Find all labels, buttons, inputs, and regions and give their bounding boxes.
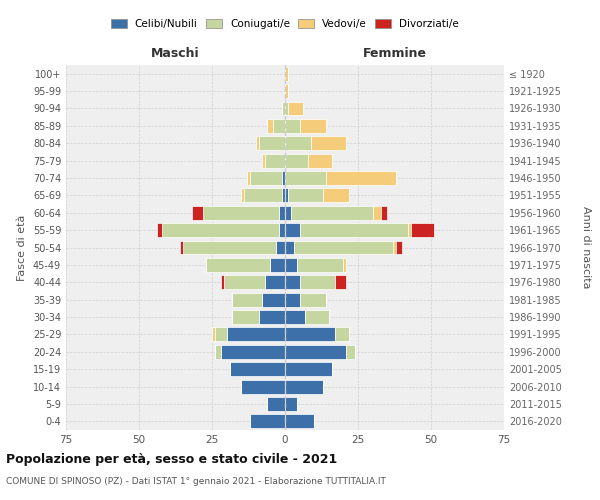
Bar [285, 154, 308, 168]
Y-axis label: Anni di nascita: Anni di nascita [581, 206, 591, 289]
Bar [326, 171, 396, 185]
Bar [285, 276, 299, 289]
Bar [285, 102, 288, 116]
Bar [393, 240, 396, 254]
Bar [232, 292, 262, 306]
Bar [274, 119, 285, 133]
Bar [180, 240, 183, 254]
Bar [227, 328, 285, 342]
Bar [285, 119, 299, 133]
Bar [373, 206, 382, 220]
Bar [250, 171, 282, 185]
Bar [285, 66, 288, 80]
Bar [285, 397, 296, 411]
Bar [288, 102, 302, 116]
Bar [282, 188, 285, 202]
Bar [271, 258, 285, 272]
Bar [256, 136, 259, 150]
Bar [285, 188, 288, 202]
Bar [285, 136, 311, 150]
Text: Femmine: Femmine [362, 47, 427, 60]
Bar [262, 292, 285, 306]
Bar [285, 206, 291, 220]
Bar [232, 310, 259, 324]
Bar [247, 171, 250, 185]
Bar [276, 240, 285, 254]
Bar [382, 206, 387, 220]
Bar [259, 310, 285, 324]
Bar [285, 292, 299, 306]
Text: Popolazione per età, sesso e stato civile - 2021: Popolazione per età, sesso e stato civil… [6, 452, 337, 466]
Bar [285, 328, 335, 342]
Legend: Celibi/Nubili, Coniugati/e, Vedovi/e, Divorziati/e: Celibi/Nubili, Coniugati/e, Vedovi/e, Di… [108, 16, 462, 32]
Bar [212, 328, 215, 342]
Text: COMUNE DI SPINOSO (PZ) - Dati ISTAT 1° gennaio 2021 - Elaborazione TUTTITALIA.IT: COMUNE DI SPINOSO (PZ) - Dati ISTAT 1° g… [6, 478, 386, 486]
Bar [285, 362, 332, 376]
Bar [241, 380, 285, 394]
Bar [285, 171, 326, 185]
Bar [215, 328, 227, 342]
Bar [250, 414, 285, 428]
Bar [259, 136, 285, 150]
Y-axis label: Fasce di età: Fasce di età [17, 214, 27, 280]
Bar [265, 154, 285, 168]
Bar [407, 223, 410, 237]
Bar [241, 188, 244, 202]
Bar [224, 276, 265, 289]
Bar [268, 119, 274, 133]
Bar [343, 258, 346, 272]
Bar [285, 345, 346, 358]
Bar [396, 240, 402, 254]
Bar [282, 171, 285, 185]
Bar [203, 206, 279, 220]
Bar [282, 102, 285, 116]
Bar [163, 223, 279, 237]
Bar [268, 397, 285, 411]
Bar [285, 258, 296, 272]
Bar [262, 154, 265, 168]
Bar [299, 292, 326, 306]
Bar [285, 380, 323, 394]
Bar [323, 188, 349, 202]
Bar [221, 276, 224, 289]
Bar [410, 223, 434, 237]
Bar [285, 223, 299, 237]
Bar [285, 240, 294, 254]
Bar [183, 240, 276, 254]
Bar [265, 276, 285, 289]
Bar [296, 258, 343, 272]
Text: Maschi: Maschi [151, 47, 200, 60]
Bar [221, 345, 285, 358]
Bar [244, 188, 282, 202]
Bar [285, 414, 314, 428]
Bar [288, 188, 323, 202]
Bar [305, 310, 329, 324]
Bar [279, 223, 285, 237]
Bar [299, 223, 407, 237]
Bar [335, 328, 349, 342]
Bar [285, 84, 288, 98]
Bar [157, 223, 163, 237]
Bar [215, 345, 221, 358]
Bar [291, 206, 373, 220]
Bar [311, 136, 346, 150]
Bar [206, 258, 271, 272]
Bar [294, 240, 393, 254]
Bar [285, 310, 305, 324]
Bar [335, 276, 346, 289]
Bar [279, 206, 285, 220]
Bar [191, 206, 203, 220]
Bar [299, 119, 326, 133]
Bar [299, 276, 335, 289]
Bar [346, 345, 355, 358]
Bar [230, 362, 285, 376]
Bar [308, 154, 332, 168]
